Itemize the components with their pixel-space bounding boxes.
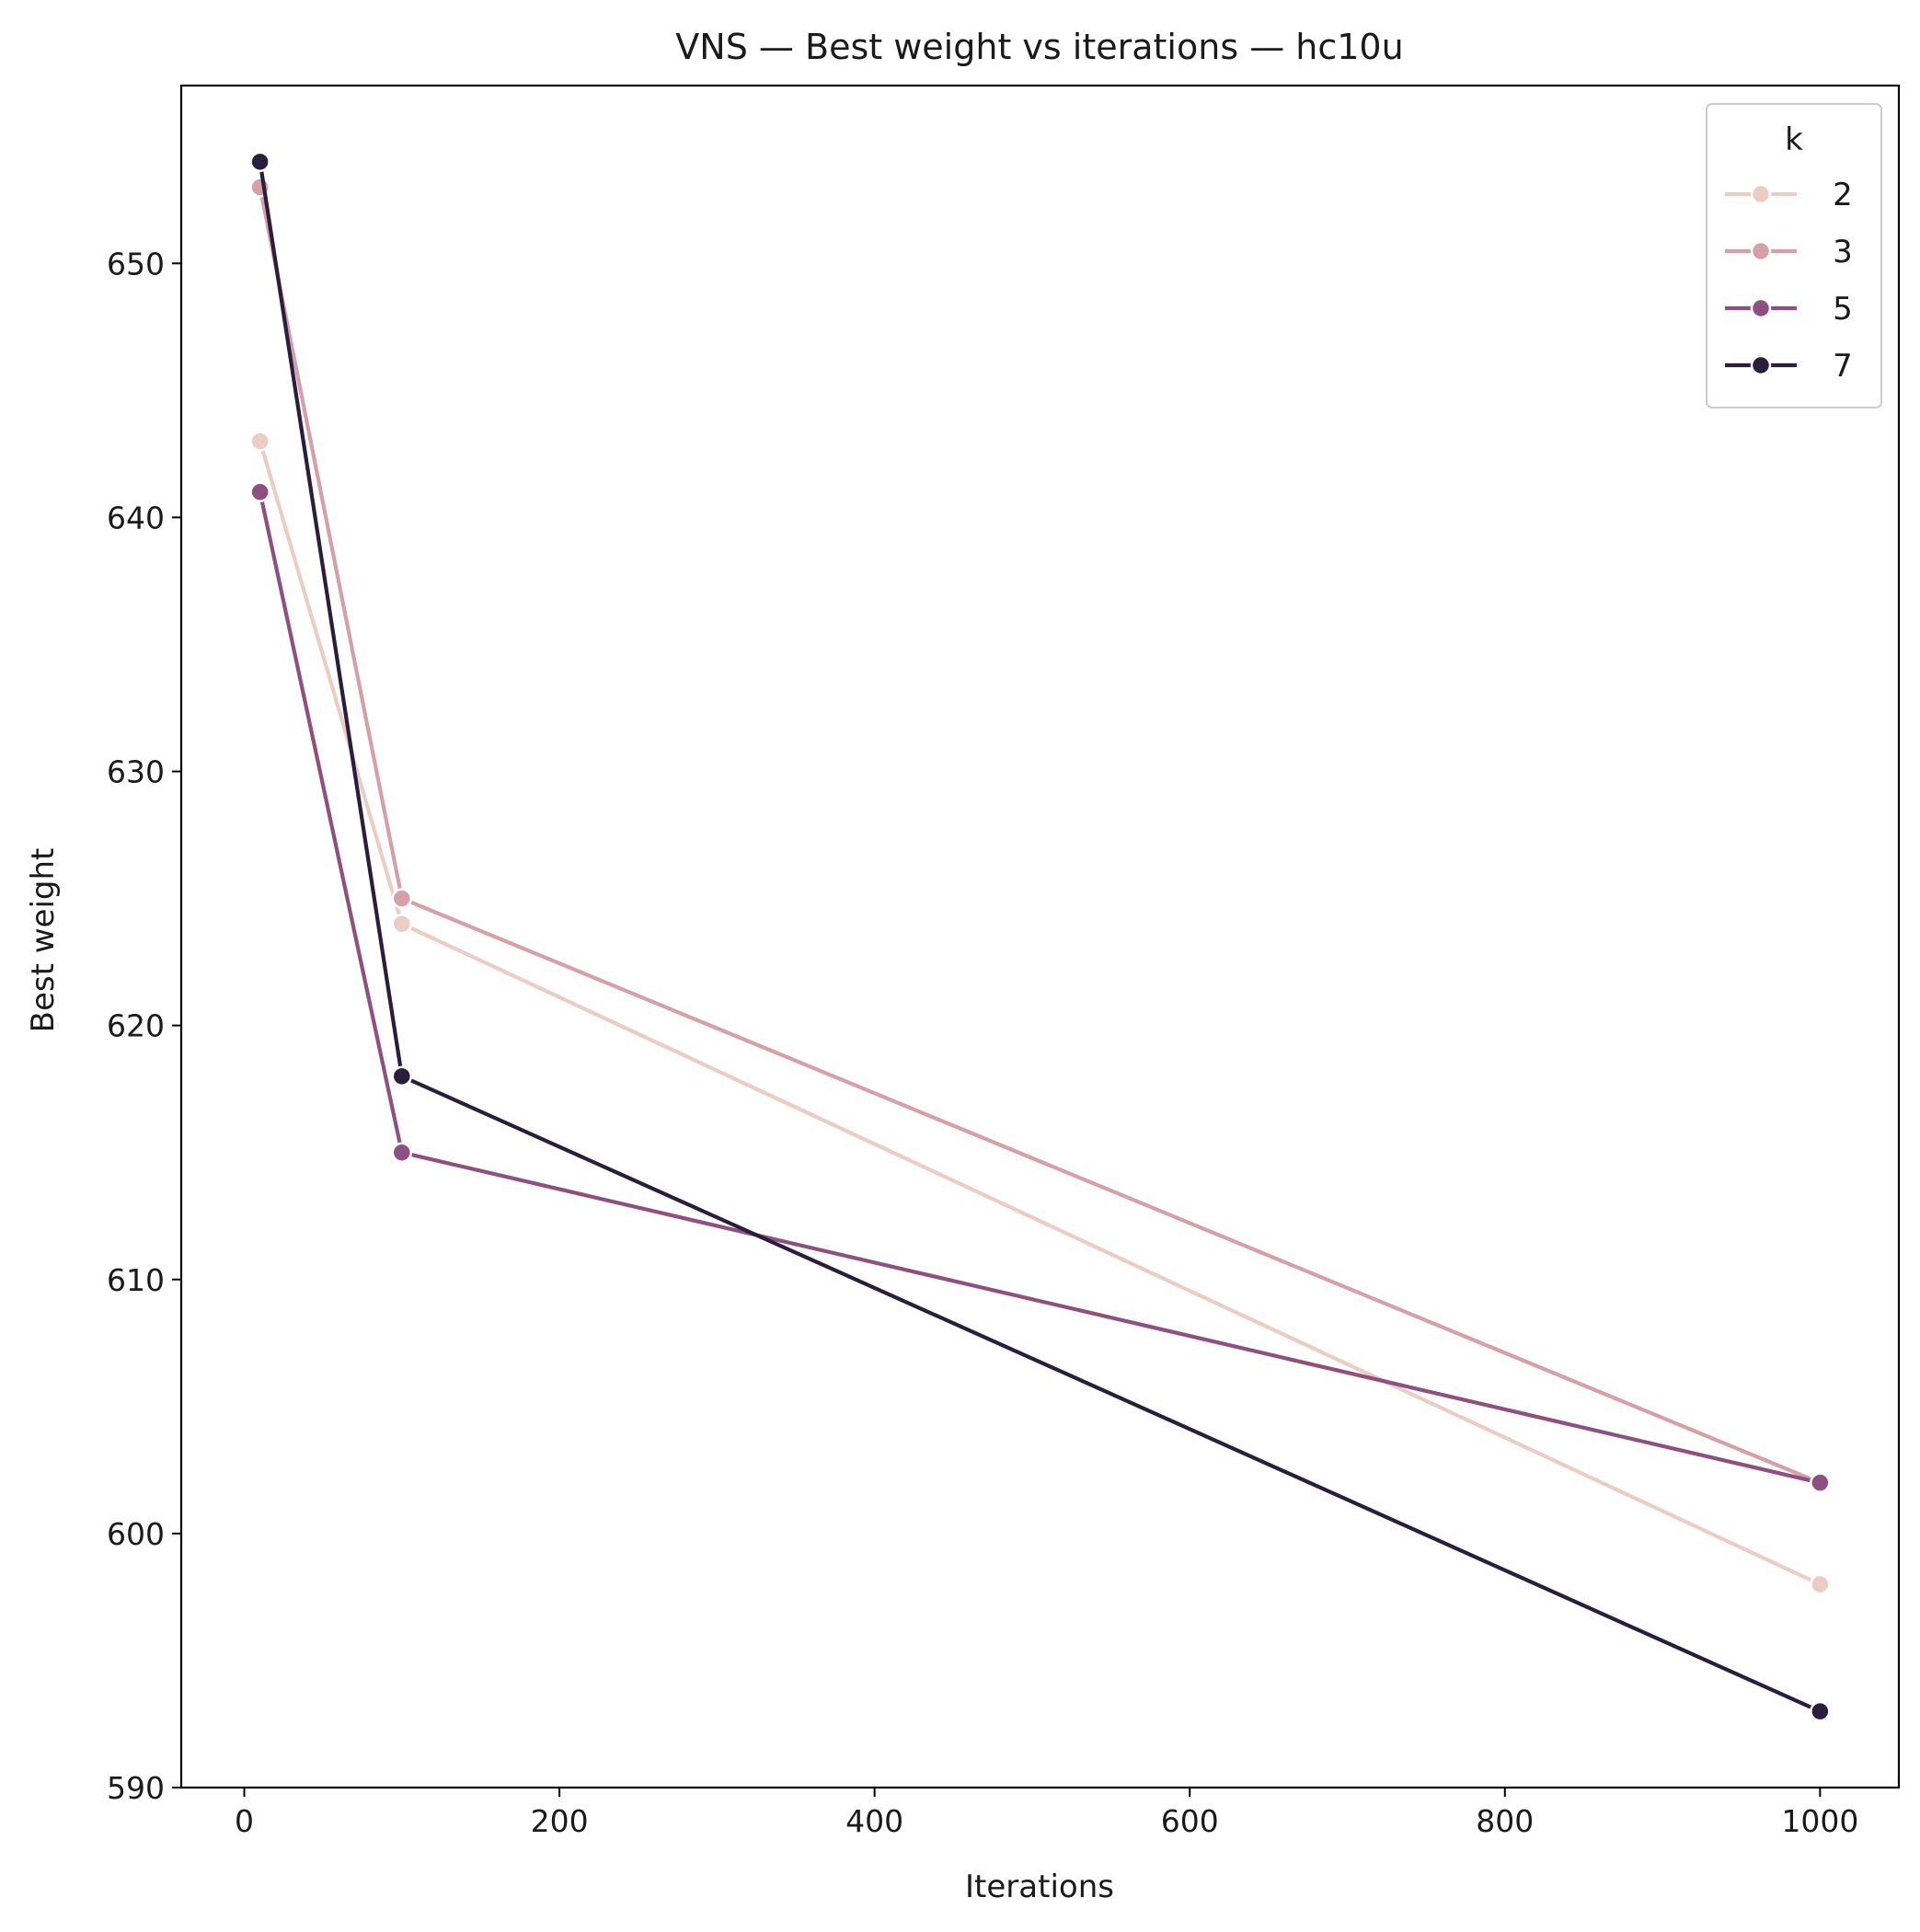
plot-area (179, 84, 1901, 1789)
plot-frame (179, 84, 1901, 1789)
series-layer (249, 151, 1831, 1722)
y-tick-label: 610 (107, 1262, 165, 1298)
y-tick-label: 630 (107, 754, 165, 790)
y-tick-label: 590 (107, 1770, 165, 1806)
x-tick-label: 1000 (1781, 1803, 1858, 1839)
legend: k2 3 5 7 (1706, 103, 1882, 408)
series-k-5 (249, 481, 1831, 1493)
series-k-3 (249, 177, 1831, 1493)
y-tick-label: 650 (107, 246, 165, 282)
data-point (391, 888, 413, 909)
x-axis-label: Iterations (965, 1869, 1114, 1905)
legend-item: 7 (1725, 348, 1853, 385)
x-tick-label: 400 (845, 1803, 903, 1839)
legend-label: 2 (1833, 177, 1853, 213)
chart-title: VNS — Best weight vs iterations — hc10u (675, 27, 1403, 67)
data-point (391, 913, 413, 935)
data-point (391, 1142, 413, 1163)
legend-label: 5 (1833, 291, 1853, 328)
legend-title: k (1785, 121, 1803, 158)
y-axis-label: Best weight (25, 848, 62, 1033)
series-k-7 (249, 151, 1831, 1722)
data-point (1810, 1700, 1831, 1722)
legend-marker (1750, 354, 1772, 376)
legend-marker (1750, 240, 1772, 262)
series-k-2 (249, 431, 1831, 1595)
x-tick-label: 0 (235, 1803, 254, 1839)
data-point (391, 1065, 413, 1087)
legend-marker (1750, 183, 1772, 205)
legend-label: 7 (1833, 348, 1853, 385)
x-tick-label: 200 (531, 1803, 589, 1839)
data-point (249, 151, 270, 173)
data-point (1810, 1472, 1831, 1493)
legend-item: 5 (1725, 291, 1853, 328)
legend-box (1706, 103, 1882, 408)
x-tick-label: 800 (1476, 1803, 1534, 1839)
y-tick-label: 640 (107, 500, 165, 535)
data-point (1810, 1573, 1831, 1595)
data-point (249, 481, 270, 503)
legend-label: 3 (1833, 234, 1853, 270)
legend-marker (1750, 297, 1772, 319)
y-tick-label: 600 (107, 1516, 165, 1552)
series-line (258, 187, 1822, 1485)
data-point (249, 431, 270, 452)
y-axis: 590 600 610 620 630 640 650 (107, 246, 181, 1806)
legend-item: 2 (1725, 177, 1853, 213)
series-line (258, 491, 1821, 1485)
y-tick-label: 620 (107, 1008, 165, 1044)
legend-item: 3 (1725, 234, 1853, 270)
series-line (258, 440, 1822, 1587)
x-axis: 0 200 400 600 800 1000 (235, 1788, 1858, 1839)
x-tick-label: 600 (1161, 1803, 1219, 1839)
